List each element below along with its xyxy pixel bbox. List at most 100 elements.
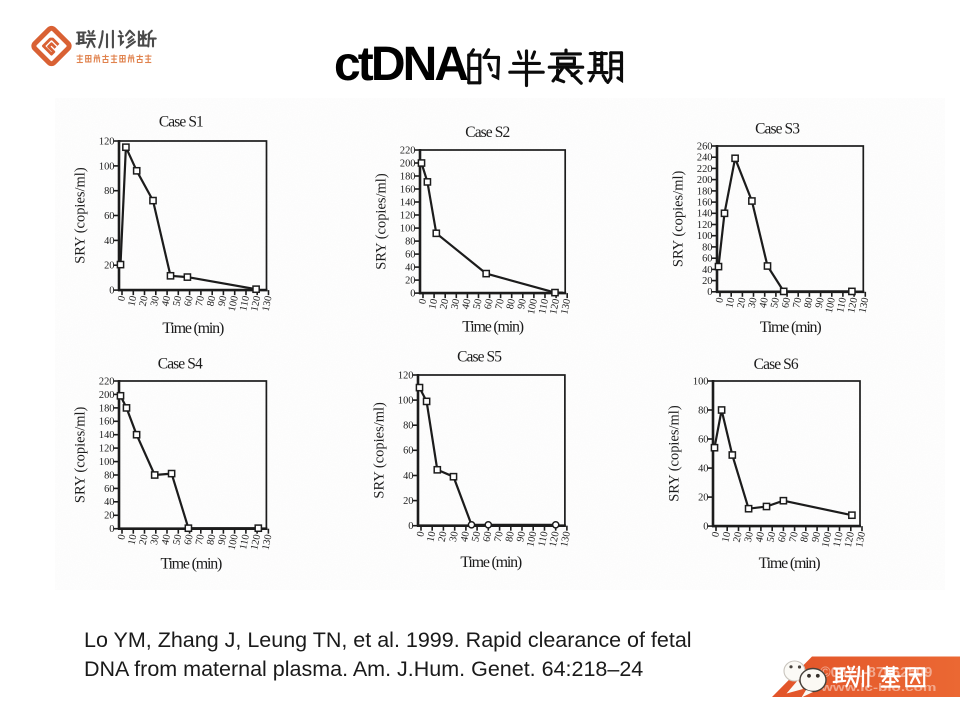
svg-text:0: 0 [707, 287, 712, 298]
svg-text:110: 110 [832, 531, 846, 548]
svg-text:Case S6: Case S6 [754, 356, 799, 373]
svg-text:120: 120 [548, 530, 562, 548]
svg-text:Case S3: Case S3 [755, 120, 800, 137]
svg-text:20: 20 [437, 530, 450, 542]
svg-text:50: 50 [769, 297, 782, 309]
svg-text:60: 60 [183, 533, 196, 545]
svg-text:130: 130 [559, 298, 573, 316]
svg-text:120: 120 [400, 210, 416, 221]
svg-text:Case S4: Case S4 [158, 355, 203, 372]
svg-text:80: 80 [405, 236, 415, 247]
svg-text:120: 120 [99, 443, 115, 454]
svg-text:130: 130 [855, 531, 869, 549]
svg-text:50: 50 [766, 531, 779, 543]
svg-text:60: 60 [482, 530, 495, 542]
svg-text:20: 20 [732, 531, 745, 543]
svg-text:30: 30 [743, 531, 756, 543]
svg-text:120: 120 [548, 298, 562, 316]
svg-text:80: 80 [205, 295, 218, 307]
svg-text:SRY (copies/ml): SRY (copies/ml) [372, 402, 388, 499]
svg-text:100: 100 [226, 295, 240, 313]
svg-text:20: 20 [736, 297, 749, 309]
svg-text:0: 0 [109, 286, 114, 297]
svg-text:60: 60 [403, 445, 413, 456]
svg-text:80: 80 [799, 531, 812, 543]
svg-text:50: 50 [471, 530, 484, 542]
svg-text:0: 0 [416, 530, 428, 537]
svg-text:30: 30 [149, 295, 162, 307]
svg-text:130: 130 [261, 533, 275, 551]
svg-text:110: 110 [835, 297, 849, 314]
svg-text:70: 70 [494, 298, 507, 310]
svg-text:SRY (copies/ml): SRY (copies/ml) [373, 173, 389, 270]
svg-text:160: 160 [697, 197, 713, 208]
svg-text:70: 70 [194, 533, 207, 545]
svg-text:40: 40 [758, 297, 771, 309]
svg-text:120: 120 [846, 297, 860, 315]
svg-text:0: 0 [116, 295, 128, 302]
svg-text:80: 80 [699, 405, 709, 416]
svg-text:100: 100 [697, 231, 713, 242]
svg-text:100: 100 [227, 533, 241, 551]
svg-text:10: 10 [427, 298, 440, 310]
svg-text:40: 40 [755, 531, 768, 543]
svg-text:180: 180 [697, 186, 713, 197]
svg-text:60: 60 [699, 434, 709, 445]
svg-text:100: 100 [400, 223, 416, 234]
svg-text:200: 200 [99, 389, 115, 400]
svg-text:100: 100 [98, 162, 114, 173]
svg-text:220: 220 [99, 376, 115, 387]
svg-text:90: 90 [217, 533, 230, 545]
svg-text:40: 40 [160, 295, 173, 307]
svg-text:40: 40 [699, 463, 709, 474]
svg-text:SRY (copies/ml): SRY (copies/ml) [72, 406, 88, 503]
svg-text:130: 130 [857, 297, 871, 315]
svg-text:120: 120 [249, 533, 263, 551]
svg-text:160: 160 [400, 184, 416, 195]
svg-text:140: 140 [99, 430, 115, 441]
svg-text:Case S1: Case S1 [158, 114, 202, 131]
svg-text:0: 0 [109, 524, 114, 535]
svg-text:Time (min): Time (min) [759, 555, 821, 572]
svg-text:10: 10 [721, 531, 734, 543]
svg-text:220: 220 [400, 145, 416, 156]
svg-text:100: 100 [693, 376, 709, 387]
svg-text:0: 0 [116, 533, 128, 540]
svg-text:120: 120 [398, 370, 414, 381]
svg-text:40: 40 [405, 262, 415, 273]
svg-text:80: 80 [104, 186, 114, 197]
svg-text:100: 100 [526, 298, 540, 316]
svg-text:140: 140 [697, 209, 713, 220]
svg-text:80: 80 [104, 470, 114, 481]
svg-text:100: 100 [99, 457, 115, 468]
svg-text:Case S2: Case S2 [465, 124, 509, 141]
svg-text:40: 40 [403, 471, 413, 482]
svg-text:60: 60 [405, 249, 415, 260]
svg-text:260: 260 [697, 141, 713, 152]
svg-text:20: 20 [137, 295, 150, 307]
svg-text:10: 10 [724, 297, 737, 309]
svg-text:90: 90 [516, 530, 529, 542]
svg-text:180: 180 [99, 403, 115, 414]
svg-text:SRY (copies/ml): SRY (copies/ml) [670, 170, 686, 267]
svg-text:SRY (copies/ml): SRY (copies/ml) [667, 405, 683, 502]
svg-text:80: 80 [403, 420, 413, 431]
svg-text:40: 40 [104, 236, 114, 247]
svg-text:120: 120 [98, 137, 114, 148]
svg-text:40: 40 [459, 530, 472, 542]
svg-text:70: 70 [493, 530, 506, 542]
svg-text:Case S5: Case S5 [457, 348, 502, 365]
svg-text:70: 70 [791, 297, 804, 309]
svg-text:110: 110 [537, 530, 551, 547]
svg-text:Time (min): Time (min) [162, 320, 224, 337]
svg-text:20: 20 [104, 510, 114, 521]
svg-text:20: 20 [138, 533, 151, 545]
svg-text:50: 50 [472, 298, 485, 310]
svg-text:50: 50 [172, 533, 185, 545]
svg-text:220: 220 [697, 164, 713, 175]
svg-text:80: 80 [702, 242, 712, 253]
svg-text:Time (min): Time (min) [461, 554, 523, 571]
svg-text:30: 30 [448, 530, 461, 542]
svg-text:20: 20 [405, 275, 415, 286]
svg-text:10: 10 [426, 530, 439, 542]
